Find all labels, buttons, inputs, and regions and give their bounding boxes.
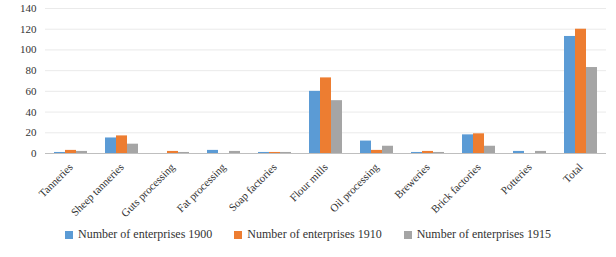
svg-text:100: 100 [20, 43, 37, 55]
svg-text:Flour mills: Flour mills [287, 161, 330, 204]
svg-text:Oil processing: Oil processing [327, 160, 381, 214]
svg-text:80: 80 [26, 64, 38, 76]
svg-text:Breweries: Breweries [392, 161, 432, 201]
svg-text:Tanneries: Tanneries [36, 161, 75, 200]
svg-text:Total: Total [561, 161, 585, 185]
svg-text:Potteries: Potteries [498, 161, 534, 197]
svg-text:0: 0 [31, 147, 37, 159]
html-text:Number of enterprises 1915: Number of enterprises 1915 [416, 227, 551, 241]
svg-text:Sheep tanneries: Sheep tanneries [68, 161, 126, 219]
svg-text:140: 140 [20, 2, 37, 14]
svg-text:120: 120 [20, 23, 37, 35]
svg-text:20: 20 [26, 126, 38, 138]
svg-text:40: 40 [26, 106, 38, 118]
svg-text:Brick factories: Brick factories [428, 161, 482, 215]
html-text:Number of enterprises 1910: Number of enterprises 1910 [247, 227, 382, 241]
svg-text:Guts processing: Guts processing [119, 160, 178, 219]
svg-text:Fat processing: Fat processing [174, 160, 228, 214]
svg-text:Soap factories: Soap factories [226, 161, 279, 214]
svg-text:60: 60 [26, 85, 38, 97]
html-text:Number of enterprises 1900: Number of enterprises 1900 [78, 227, 213, 241]
